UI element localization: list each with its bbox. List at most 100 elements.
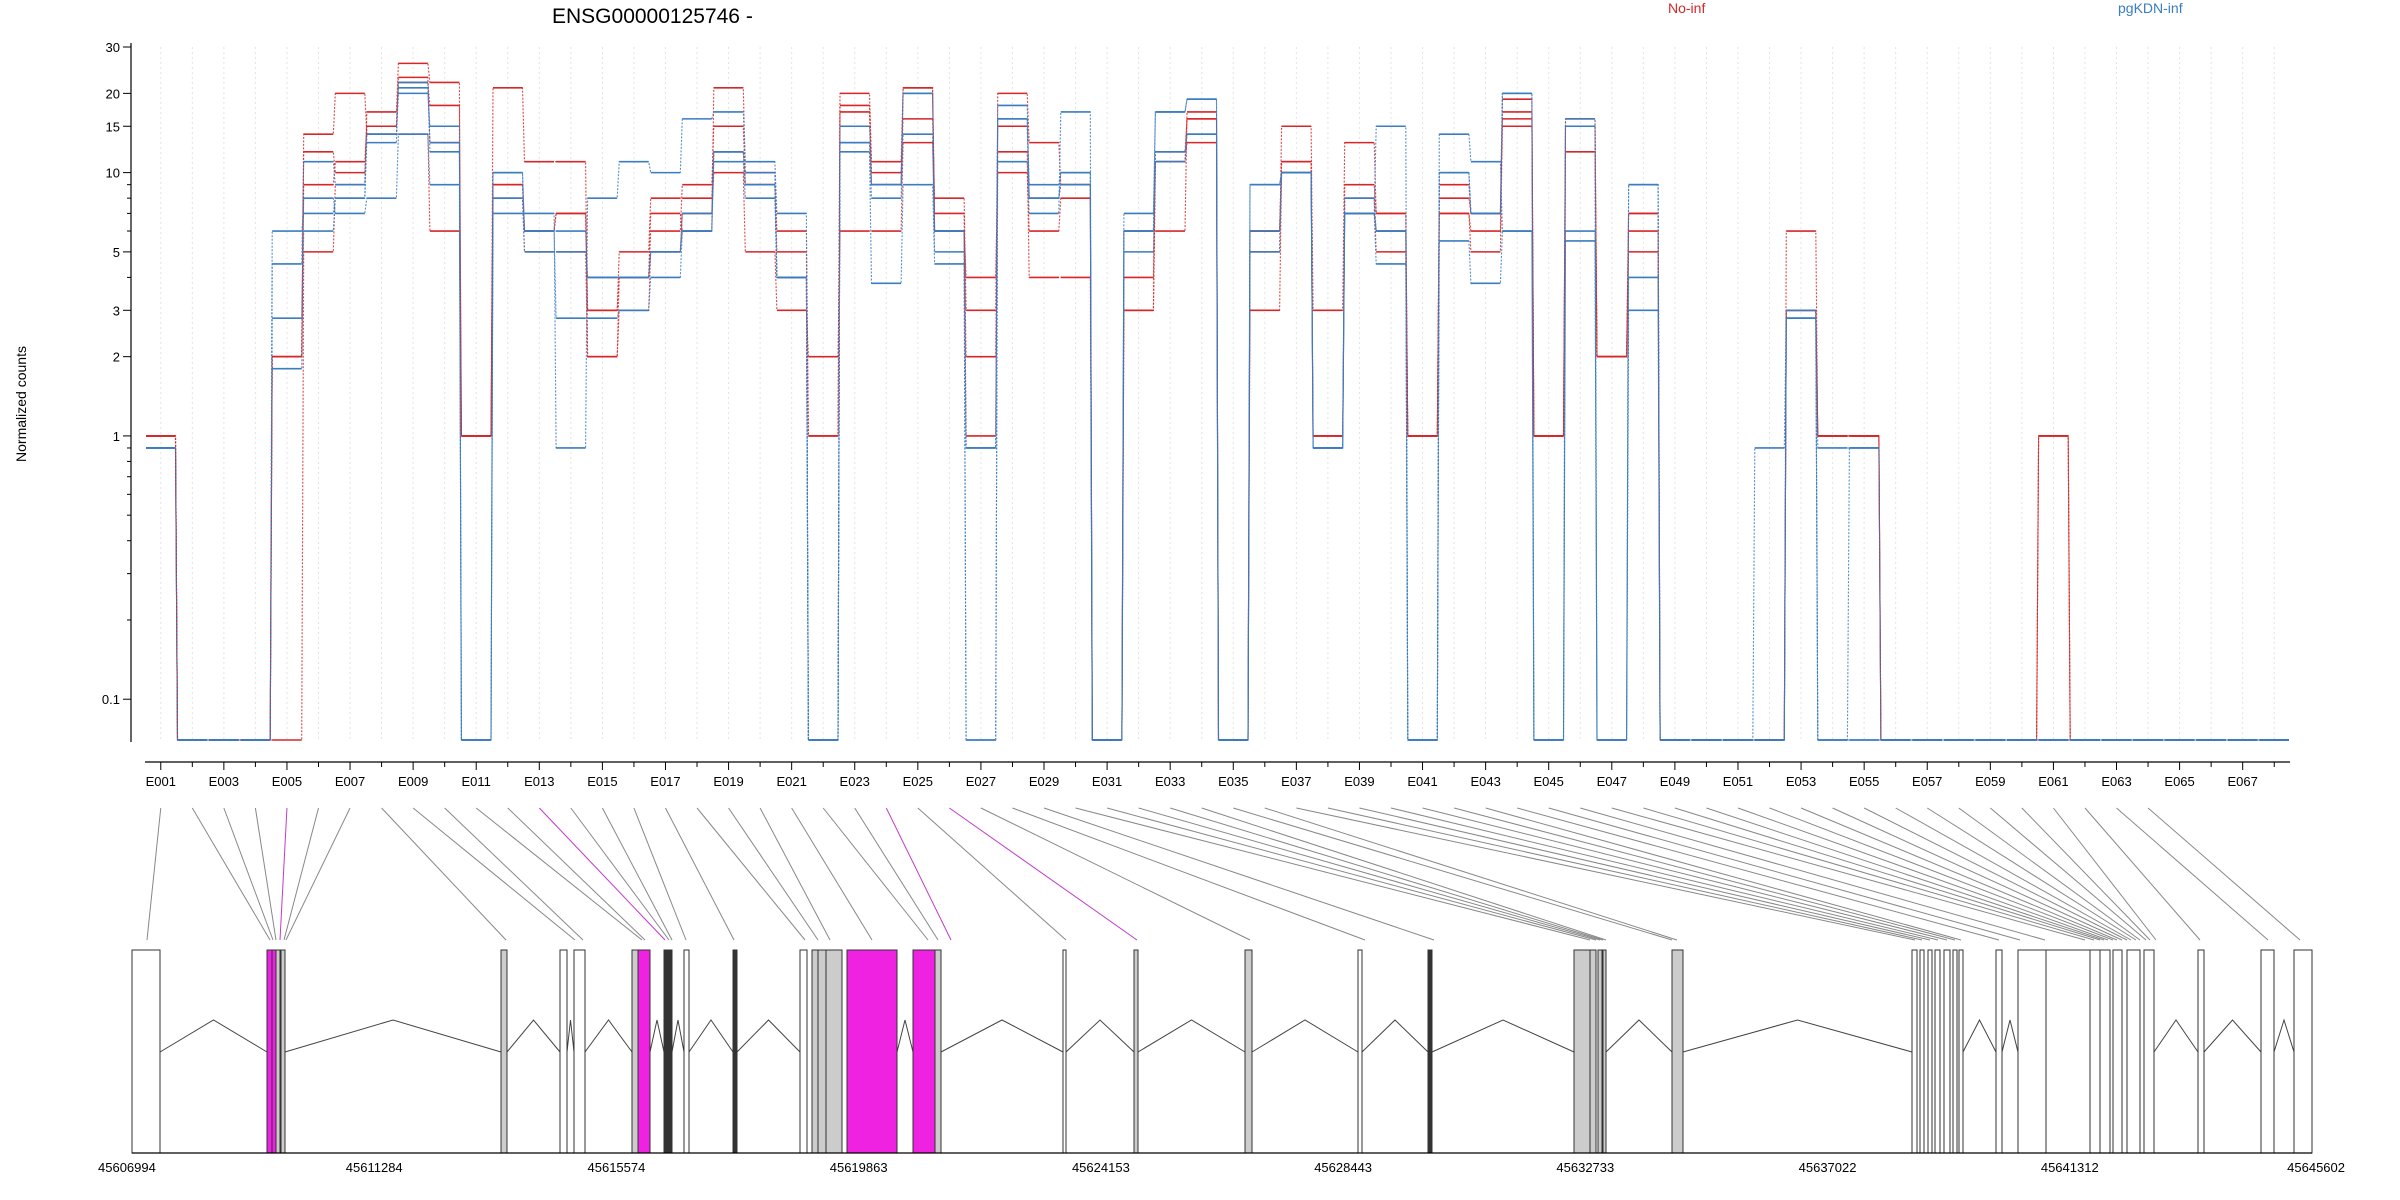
exon-box (500, 949, 508, 1154)
connector-e049 (1674, 807, 2101, 941)
genomic-coordinate-label: 45637022 (1799, 1160, 1857, 1175)
connector-e038 (1327, 807, 1923, 941)
x-tick-label: E021 (776, 774, 806, 789)
intron-line (2153, 1019, 2199, 1053)
exon-box (1911, 949, 1918, 1154)
connector-e057 (1926, 807, 2137, 941)
exon-box (1934, 949, 1941, 1154)
x-tick-label: E023 (840, 774, 870, 789)
connector-e029 (1043, 807, 1435, 941)
intron-line (506, 1019, 561, 1053)
connector-e008 (381, 807, 507, 941)
exon-box (2293, 949, 2313, 1154)
exon-box (266, 949, 273, 1154)
connector-e027 (980, 807, 1251, 941)
connector-e036 (1264, 807, 1678, 941)
connector-e045 (1548, 807, 2021, 941)
legend-no-inf: No-inf (1668, 0, 1705, 16)
x-tick-label: E063 (2101, 774, 2131, 789)
exon-box (1244, 949, 1253, 1154)
connector-e060 (2021, 807, 2151, 941)
x-tick-label: E001 (146, 774, 176, 789)
x-tick-label: E065 (2164, 774, 2194, 789)
y-axis-label: Normalized counts (13, 346, 29, 462)
connector-e005 (279, 807, 288, 941)
x-tick-label: E051 (1723, 774, 1753, 789)
exon-box (637, 949, 651, 1154)
connector-e026 (949, 807, 1138, 941)
exon-box (811, 949, 819, 1154)
connector-e046 (1580, 807, 2046, 941)
connector-e050 (1706, 807, 2105, 941)
x-tick-label: E017 (650, 774, 680, 789)
x-tick-label: E009 (398, 774, 428, 789)
connector-e004 (254, 807, 277, 941)
connector-e043 (1485, 807, 1962, 941)
genomic-coordinate-label: 45611284 (346, 1160, 403, 1175)
x-tick-label: E039 (1344, 774, 1374, 789)
genomic-coordinate-label: 45641312 (2041, 1160, 2099, 1175)
exon-box (663, 949, 669, 1154)
series-pgkdn-inf-7 (146, 98, 2289, 741)
exon-box (559, 949, 568, 1154)
connector-e041 (1422, 807, 1948, 941)
x-tick-label: E045 (1534, 774, 1564, 789)
x-tick-label: E013 (524, 774, 554, 789)
connector-e047 (1611, 807, 2086, 941)
exon-box (2143, 949, 2155, 1154)
exon-box (2017, 949, 2047, 1154)
connector-e048 (1643, 807, 2095, 941)
intron-line (1361, 1019, 1429, 1053)
plot-series (146, 62, 2289, 741)
x-tick-label: E019 (713, 774, 743, 789)
x-tick-label: E047 (1597, 774, 1627, 789)
exon-box (825, 949, 843, 1154)
exon-box (1589, 949, 1597, 1154)
exon-box (275, 949, 281, 1154)
intron-line (940, 1019, 1064, 1053)
x-tick-label: E033 (1155, 774, 1185, 789)
exon-box (1133, 949, 1139, 1154)
connector-e054 (1832, 807, 2123, 941)
exon-box (2099, 949, 2111, 1154)
connector-e001 (146, 807, 162, 941)
connector-e064 (2147, 807, 2301, 941)
exon-box (732, 949, 738, 1154)
intron-line (1962, 1018, 1997, 1053)
intron-line (584, 1019, 633, 1053)
x-tick-label: E055 (1849, 774, 1879, 789)
exon-box (1602, 949, 1607, 1154)
connector-e014 (570, 807, 670, 941)
intron-line (284, 1019, 502, 1053)
y-tick-label: 20 (106, 86, 120, 101)
exon-box (1952, 949, 1958, 1154)
exon-box (573, 949, 586, 1154)
intron-line (671, 1019, 685, 1053)
y-tick-label: 1 (113, 429, 120, 444)
intron-line (566, 1019, 575, 1053)
intron-line (896, 1019, 914, 1053)
connector-e012 (507, 807, 646, 941)
connector-e052 (1769, 807, 2114, 941)
plot-grid (160, 47, 2275, 740)
connector-e006 (283, 807, 319, 941)
intron-line (649, 1019, 665, 1053)
connector-e034 (1201, 807, 1607, 941)
genomic-coordinate-label: 45615574 (588, 1160, 646, 1175)
gene-model (131, 949, 2313, 1154)
connector-e051 (1737, 807, 2109, 941)
x-tick-label: E011 (462, 774, 491, 789)
x-tick-label: E061 (2038, 774, 2068, 789)
x-tick-label: E007 (335, 774, 365, 789)
x-tick-label: E027 (966, 774, 996, 789)
x-tick-label: E043 (1470, 774, 1500, 789)
intron-line (1137, 1019, 1246, 1053)
connector-e009 (412, 807, 576, 941)
exon-box (2045, 949, 2091, 1154)
intron-line (1251, 1019, 1359, 1053)
connector-e061 (2053, 807, 2157, 941)
genomic-coordinate-label: 45606994 (98, 1160, 156, 1175)
x-tick-label: E049 (1660, 774, 1690, 789)
x-tick-label: E067 (2227, 774, 2257, 789)
intron-line (159, 1019, 268, 1053)
